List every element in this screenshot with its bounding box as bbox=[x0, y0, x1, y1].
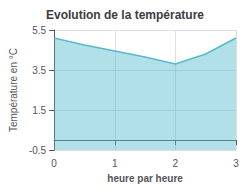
svg-text:1.5: 1.5 bbox=[32, 105, 46, 116]
svg-text:5.5: 5.5 bbox=[32, 25, 46, 36]
svg-text:2: 2 bbox=[173, 158, 179, 169]
svg-text:1: 1 bbox=[112, 158, 118, 169]
svg-text:heure par heure: heure par heure bbox=[107, 173, 183, 184]
svg-text:Evolution de la température: Evolution de la température bbox=[46, 8, 204, 22]
svg-text:Température en °C: Température en °C bbox=[8, 48, 19, 132]
svg-text:3.5: 3.5 bbox=[32, 65, 46, 76]
svg-text:0: 0 bbox=[51, 158, 57, 169]
svg-text:3: 3 bbox=[233, 158, 239, 169]
svg-text:-0.5: -0.5 bbox=[29, 145, 47, 156]
